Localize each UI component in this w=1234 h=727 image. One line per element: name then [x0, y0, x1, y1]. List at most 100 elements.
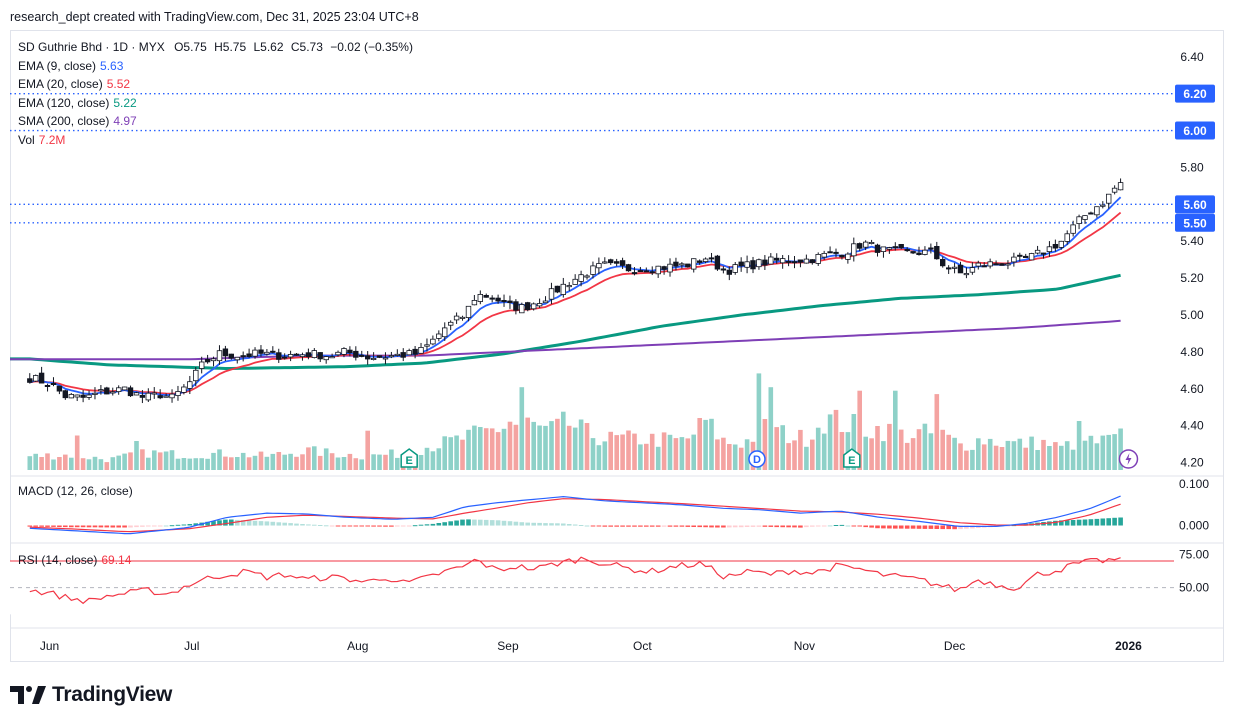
candle-body [1117, 182, 1124, 191]
macd-histogram-bar [904, 525, 910, 529]
volume-bar [584, 423, 590, 470]
legend-ema9[interactable]: EMA (9, close) 5.63 [18, 57, 413, 76]
macd-histogram-bar [460, 519, 465, 526]
ohlc-low: 5.62 [260, 40, 284, 54]
macd-histogram-bar [80, 525, 86, 528]
candle-body [406, 350, 412, 356]
rsi-legend[interactable]: RSI (14, close) 69.14 [18, 553, 131, 567]
rsi-label-text: RSI (14, close) [18, 553, 98, 567]
candle-body [187, 381, 193, 389]
macd-histogram-bar [626, 525, 631, 527]
candle-body [596, 263, 602, 269]
legend-ema20[interactable]: EMA (20, close) 5.52 [18, 75, 413, 94]
candle-body [1034, 249, 1041, 254]
volume-bar [756, 373, 762, 470]
volume-bar [792, 440, 797, 470]
macd-histogram-bar [691, 525, 696, 527]
macd-histogram-bar [69, 525, 74, 528]
volume-bar [667, 434, 673, 470]
candle-body [1028, 253, 1035, 261]
volume-bar [383, 454, 388, 470]
candle-body [436, 333, 442, 339]
candle-body [1005, 263, 1011, 266]
price-axis-tick: 4.60 [1180, 382, 1204, 396]
macd-histogram-bar [804, 525, 809, 528]
macd-histogram-bar [655, 525, 661, 527]
candle-body [886, 247, 893, 250]
macd-histogram-bar [353, 525, 359, 527]
candle-body [228, 353, 234, 359]
legend-sma200[interactable]: SMA (200, close) 4.97 [18, 112, 413, 131]
volume-bar [424, 447, 430, 470]
candle-body [863, 241, 869, 248]
tradingview-logo[interactable]: TradingView [10, 683, 172, 707]
candle-body [234, 356, 240, 361]
volume-bar [703, 419, 708, 470]
volume-bar [110, 457, 116, 470]
volume-bar [715, 439, 720, 470]
ohlc-change: −0.02 (−0.35%) [330, 40, 413, 54]
macd-histogram-bar [122, 525, 127, 528]
candle-body [697, 260, 703, 263]
volume-bar [626, 430, 631, 470]
candle-body [821, 252, 827, 258]
volume-bar [39, 457, 44, 470]
volume-bar [762, 419, 768, 470]
macd-histogram-bar [359, 525, 364, 527]
volume-bar [122, 453, 127, 470]
candle-body [471, 299, 478, 306]
candle-body [1040, 252, 1047, 255]
price-axis-tick: 5.00 [1180, 308, 1204, 322]
volume-bar [104, 462, 110, 470]
macd-histogram-bar [715, 525, 720, 528]
chart-frame[interactable] [10, 30, 1224, 662]
volume-bar [1005, 440, 1011, 470]
sma200-line [10, 319, 1121, 361]
volume-bar [199, 458, 204, 470]
candle-body [519, 304, 525, 314]
volume-bar [839, 432, 845, 470]
macd-histogram-bar [1112, 517, 1117, 526]
legend-volume[interactable]: Vol 7.2M [18, 131, 413, 150]
macd-histogram-bar [235, 519, 240, 526]
macd-histogram-bar [128, 525, 133, 528]
volume-bar [525, 417, 530, 470]
volume-bar [863, 436, 868, 470]
macd-histogram-bar [608, 525, 613, 527]
volume-bar [875, 426, 880, 470]
macd-legend[interactable]: MACD (12, 26, close) [18, 484, 133, 498]
macd-histogram-bar [869, 525, 874, 528]
candle-body [750, 260, 756, 270]
volume-bar [33, 453, 38, 470]
candle-body [121, 386, 128, 391]
volume-bar [86, 459, 92, 470]
rsi-value: 69.14 [101, 553, 132, 567]
volume-bar [235, 457, 240, 470]
candle-body [92, 392, 98, 395]
volume-bar [1094, 443, 1100, 470]
rsi-line [29, 556, 1121, 605]
volume-bar [893, 390, 898, 470]
volume-bar [952, 437, 957, 470]
legend-ema120[interactable]: EMA (120, close) 5.22 [18, 94, 413, 113]
volume-bar [57, 457, 62, 470]
ema120-line [10, 273, 1121, 370]
legend-symbol-row[interactable]: SD Guthrie Bhd · 1D · MYX O5.75 H5.75 L5… [18, 38, 413, 57]
level-label-box [1175, 195, 1215, 214]
macd-histogram-bar [620, 525, 625, 527]
candle-body [667, 263, 673, 273]
macd-histogram-bar [756, 525, 762, 527]
volume-bar [898, 429, 904, 470]
macd-histogram-bar [412, 525, 418, 527]
candle-body [762, 259, 768, 266]
macd-histogram-bar [483, 519, 489, 526]
chart-credit: research_dept created with TradingView.c… [10, 10, 419, 24]
level-label: 6.20 [1183, 87, 1207, 101]
candle-body [305, 352, 312, 358]
volume-bar [738, 447, 744, 470]
macd-histogram-bar [543, 523, 548, 526]
candle-body [370, 357, 377, 360]
candle-body [246, 353, 252, 357]
candle-body [768, 256, 774, 265]
